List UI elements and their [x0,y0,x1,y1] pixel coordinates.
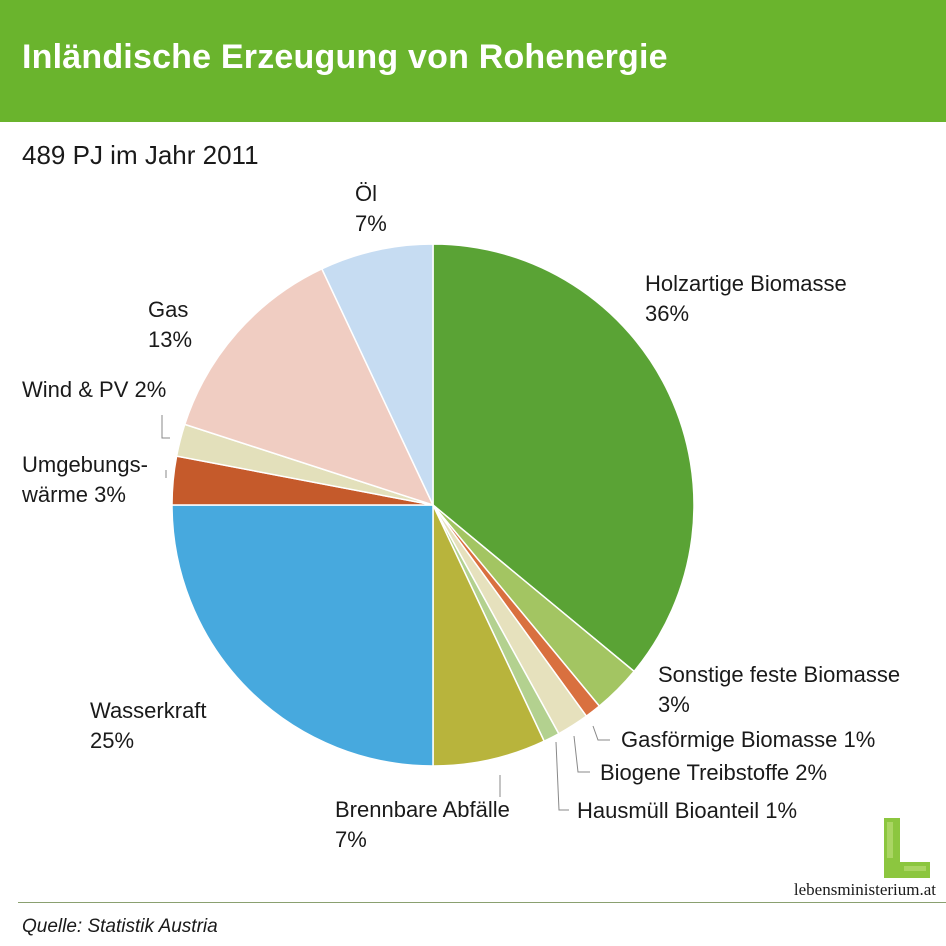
slice-label-line: 7% [355,211,387,236]
slice-label-line: Wind & PV 2% [22,377,166,402]
title-banner: Inländische Erzeugung von Rohenergie [0,0,946,122]
slice-label-line: 13% [148,327,192,352]
logo-text: lebensministerium.at [793,880,936,899]
slice-label-line: Umgebungs- [22,452,148,477]
green-L-logo-icon [884,818,930,878]
slice-label-3: Biogene Treibstoffe 2% [600,760,827,785]
slice-label-line: Sonstige feste Biomasse [658,662,900,687]
chart-subtitle: 489 PJ im Jahr 2011 [22,140,259,170]
pie-slice-0 [432,243,695,673]
chart-title: Inländische Erzeugung von Rohenergie [22,38,668,76]
slice-label-line: Biogene Treibstoffe 2% [600,760,827,785]
slice-label-line: 36% [645,301,689,326]
leader-line-8 [161,415,170,439]
slice-label-1: Sonstige feste Biomasse 3% [658,662,900,717]
slice-labels: Holzartige Biomasse 36% Sonstige feste Bio… [21,181,900,852]
slice-label-line: 7% [335,827,367,852]
pie-slice-9 [183,267,435,507]
slice-label-6: Wasserkraft 25% [90,698,207,753]
source-note: Quelle: Statistik Austria [22,916,218,937]
slice-label-line: 25% [90,728,134,753]
footer-divider [18,902,946,903]
slice-label-line: 3% [658,692,690,717]
slice-label-2: Gasförmige Biomasse 1% [621,727,875,752]
slice-label-line: wärme 3% [21,482,126,507]
slice-label-line: Hausmüll Bioanteil 1% [577,798,797,823]
leader-lines [161,415,610,811]
pie-slice-6 [171,504,434,767]
slice-label-line: Holzartige Biomasse [645,271,847,296]
slice-label-8: Wind & PV 2% [22,377,166,402]
slice-label-9: Gas 13% [148,297,192,352]
slice-label-line: Gas [148,297,188,322]
pie-slices [171,243,695,767]
pie-slice-5 [432,504,546,767]
slice-label-line: Öl [355,181,377,206]
pie-slice-10 [320,243,434,506]
slice-label-7: Umgebungs-wärme 3% [21,452,148,507]
slice-label-0: Holzartige Biomasse 36% [645,271,847,326]
leader-line-3 [573,735,590,773]
slice-label-line: Wasserkraft [90,698,207,723]
slice-label-10: Öl 7% [355,181,387,236]
slice-label-line: Gasförmige Biomasse 1% [621,727,875,752]
leader-line-2 [592,725,610,741]
slice-label-4: Hausmüll Bioanteil 1% [577,798,797,823]
slice-label-line: Brennbare Abfälle [335,797,510,822]
leader-line-4 [555,741,569,811]
slice-label-5: Brennbare Abfälle 7% [335,797,510,852]
